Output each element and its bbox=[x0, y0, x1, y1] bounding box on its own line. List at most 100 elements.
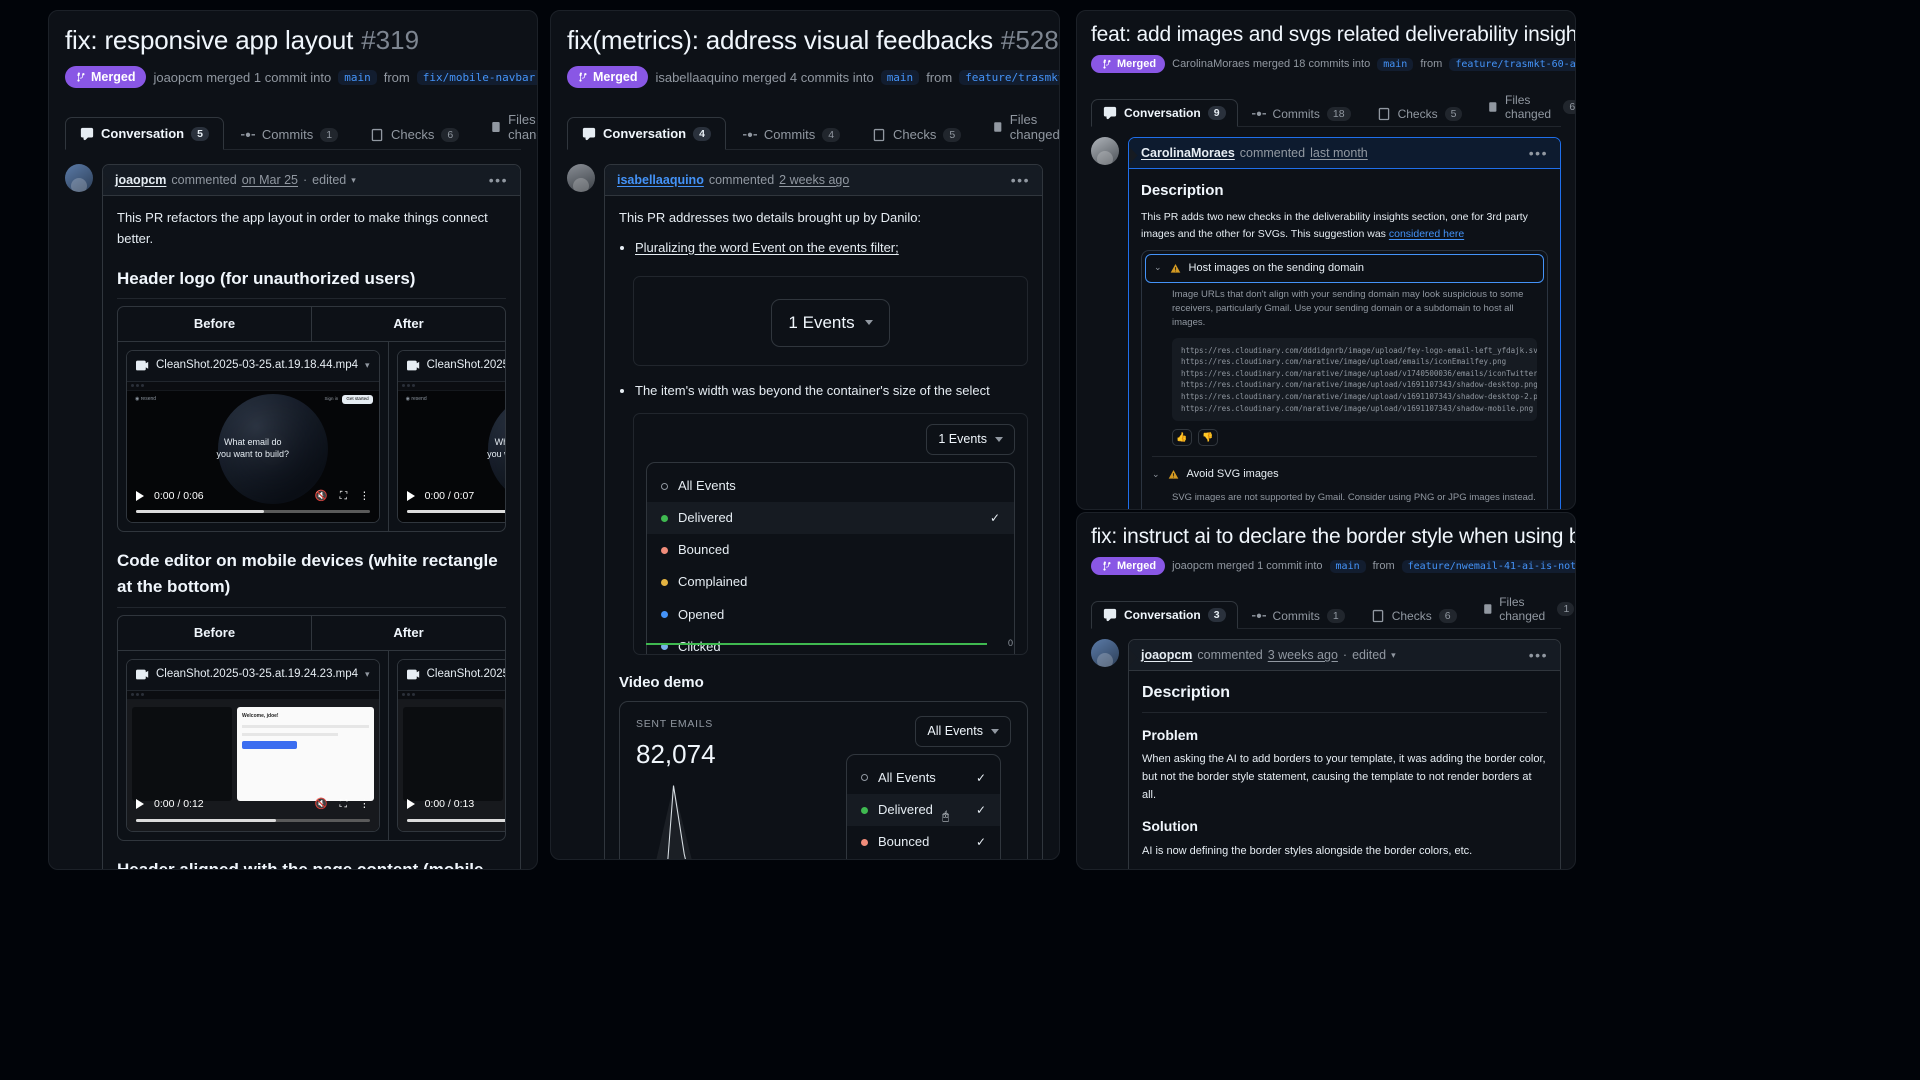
tab-conversation[interactable]: Conversation 4 bbox=[567, 117, 726, 150]
tab-checks[interactable]: Checks 5 bbox=[857, 118, 976, 150]
tab-files-changed[interactable]: Files changed 6 bbox=[1476, 86, 1575, 127]
fullscreen-icon[interactable]: ⛶ bbox=[339, 798, 348, 811]
mute-icon[interactable]: 🔇 bbox=[314, 798, 328, 811]
dropdown-item-complained[interactable]: Complained ✓ bbox=[847, 858, 1000, 859]
video-filename-bar[interactable]: CleanShot.2025-03-25.at.19.24.23.mp4 ▾ bbox=[127, 659, 379, 691]
chevron-down-icon[interactable]: ▾ bbox=[351, 174, 356, 185]
tab-checks[interactable]: Checks 5 bbox=[1365, 100, 1475, 127]
base-branch-chip[interactable]: main bbox=[338, 69, 377, 85]
video-more-icon[interactable]: ⋮ bbox=[359, 798, 370, 811]
avatar[interactable] bbox=[1091, 639, 1119, 667]
chart-events-dropdown[interactable]: All Events ✓ Delivered ✓ 🖰 bbox=[846, 753, 1001, 859]
video-stage[interactable]: Welcome, jdoe! 0: bbox=[127, 690, 379, 831]
events-select-large[interactable]: 1 Events bbox=[771, 298, 890, 347]
chevron-down-icon[interactable]: ⌄ bbox=[1154, 262, 1162, 273]
comment-timestamp[interactable]: 3 weeks ago bbox=[1267, 648, 1338, 662]
video-controls[interactable]: 0:00 / 0:13 🔇 ⛶ ⋮ bbox=[398, 790, 505, 830]
head-branch-chip[interactable]: feature/trasmkt-60-add-images-and-svgs-r… bbox=[1449, 57, 1575, 71]
video-stage[interactable]: ◉ resend What email do you want to build… bbox=[397, 381, 505, 522]
comment-author[interactable]: isabellaaquino bbox=[617, 173, 704, 187]
signin-mini[interactable]: Sign in bbox=[324, 395, 339, 401]
base-branch-chip[interactable]: main bbox=[1377, 57, 1414, 71]
mute-icon[interactable]: 🔇 bbox=[314, 489, 328, 502]
comment-more-icon[interactable]: ••• bbox=[1010, 172, 1030, 188]
dropdown-item-clicked[interactable]: Clicked bbox=[647, 631, 1014, 654]
video-progress[interactable] bbox=[136, 818, 370, 822]
tab-checks[interactable]: Checks 6 bbox=[1359, 602, 1469, 629]
chevron-down-icon[interactable]: ▾ bbox=[365, 360, 370, 371]
tab-commits[interactable]: Commits 18 bbox=[1240, 100, 1363, 127]
base-branch-chip[interactable]: main bbox=[880, 69, 920, 85]
video-filename-bar[interactable]: CleanShot.2025-03-25.at.19.18.44.mp4 ▾ bbox=[127, 351, 379, 382]
comment-author[interactable]: joaopcm bbox=[1141, 648, 1193, 662]
tab-commits[interactable]: Commits 1 bbox=[226, 118, 353, 150]
video-filename-bar[interactable]: CleanShot.2025-03-25.at.19.19.23.mp4 ▾ bbox=[397, 351, 505, 382]
tab-conversation[interactable]: Conversation 5 bbox=[65, 117, 224, 150]
head-branch-chip[interactable]: fix/mobile-navbar-non-authenticated bbox=[416, 69, 537, 85]
video-filename-bar[interactable]: CleanShot.2025-03-25.at.19.24.49.mp4 ▾ bbox=[397, 659, 505, 691]
chevron-down-icon[interactable]: ▾ bbox=[365, 668, 370, 679]
avatar[interactable] bbox=[1091, 137, 1119, 165]
video-stage[interactable]: ◉ resend Sign in Get started What email … bbox=[127, 381, 379, 522]
dropdown-item-all-events[interactable]: All Events bbox=[647, 470, 1014, 502]
base-branch-chip[interactable]: main bbox=[1329, 559, 1366, 573]
thumbs-up-icon[interactable]: 👍 bbox=[1172, 429, 1192, 447]
play-icon[interactable] bbox=[406, 490, 415, 501]
tab-files-changed[interactable]: Files changed 1 bbox=[1471, 588, 1575, 629]
tab-checks[interactable]: Checks 6 bbox=[355, 118, 474, 150]
comment-author[interactable]: joaopcm bbox=[115, 173, 167, 187]
video-controls[interactable]: 0:00 / 0:12 🔇 ⛶ ⋮ bbox=[127, 790, 379, 830]
comment-more-icon[interactable]: ••• bbox=[1528, 145, 1548, 161]
video-player[interactable]: CleanShot.2025-03-25.at.19.18.44.mp4 ▾ ◉… bbox=[126, 350, 380, 523]
dropdown-item-all-events[interactable]: All Events ✓ bbox=[847, 762, 1000, 794]
video-player[interactable]: CleanShot.2025-03-25.at.19.24.49.mp4 ▾ W… bbox=[396, 658, 505, 832]
dropdown-item-delivered[interactable]: Delivered ✓ bbox=[647, 502, 1014, 535]
chevron-down-icon[interactable]: ⌄ bbox=[1152, 468, 1160, 479]
comment-more-icon[interactable]: ••• bbox=[1528, 647, 1548, 663]
video-more-icon[interactable]: ⋮ bbox=[359, 489, 370, 502]
dropdown-item-bounced[interactable]: Bounced bbox=[647, 534, 1014, 566]
video-progress[interactable] bbox=[406, 818, 505, 822]
events-select-small[interactable]: 1 Events bbox=[926, 423, 1015, 456]
video-player[interactable]: CleanShot.2025-03-25.at.19.24.23.mp4 ▾ W… bbox=[126, 658, 380, 832]
comment-edited[interactable]: edited bbox=[1352, 648, 1387, 662]
video-progress[interactable] bbox=[406, 509, 505, 513]
head-branch-chip[interactable]: feature/trasmkt-125-address-design-visua… bbox=[959, 69, 1059, 85]
tab-commits[interactable]: Commits 1 bbox=[1240, 602, 1357, 629]
avatar[interactable] bbox=[567, 164, 595, 192]
considered-here-link[interactable]: considered here bbox=[1388, 227, 1465, 240]
comment-timestamp[interactable]: 2 weeks ago bbox=[779, 173, 850, 187]
dropdown-item-opened[interactable]: Opened bbox=[647, 599, 1014, 631]
comment-timestamp[interactable]: last month bbox=[1310, 146, 1368, 160]
tab-files-changed[interactable]: Files changed 6 bbox=[978, 103, 1059, 150]
insight-header[interactable]: ⌄ Host images on the sending domain bbox=[1145, 253, 1544, 283]
video-player[interactable]: CleanShot.2025-03-25.at.19.19.23.mp4 ▾ ◉… bbox=[396, 350, 505, 523]
chevron-down-icon[interactable]: ▾ bbox=[1391, 649, 1396, 660]
insight-header[interactable]: ⌄ Avoid SVG images bbox=[1142, 457, 1547, 489]
fullscreen-icon[interactable]: ⛶ bbox=[339, 489, 348, 502]
tab-conversation[interactable]: Conversation 3 bbox=[1091, 601, 1238, 629]
video-progress[interactable] bbox=[136, 509, 370, 513]
comment-timestamp[interactable]: on Mar 25 bbox=[241, 173, 298, 187]
thumbs-down-icon[interactable]: 👎 bbox=[1198, 429, 1218, 447]
tab-files-changed[interactable]: Files changed 13 bbox=[476, 103, 537, 150]
play-icon[interactable] bbox=[406, 799, 415, 810]
dropdown-item-complained[interactable]: Complained bbox=[647, 566, 1014, 598]
play-icon[interactable] bbox=[136, 799, 144, 810]
video-controls[interactable]: 0:00 / 0:06 🔇 ⛶ ⋮ bbox=[127, 482, 379, 522]
events-dropdown[interactable]: All Events Delivered ✓ Bounced bbox=[646, 462, 1015, 654]
head-branch-chip[interactable]: feature/nwemail-41-ai-is-not-working-pro… bbox=[1401, 559, 1575, 573]
comment-more-icon[interactable]: ••• bbox=[488, 172, 508, 188]
dropdown-item-bounced[interactable]: Bounced ✓ bbox=[847, 826, 1000, 858]
chart-events-select[interactable]: All Events bbox=[915, 715, 1011, 748]
tab-conversation[interactable]: Conversation 9 bbox=[1091, 99, 1238, 127]
comment-edited[interactable]: edited bbox=[312, 173, 347, 187]
play-icon[interactable] bbox=[136, 490, 144, 501]
getstarted-mini[interactable]: Get started bbox=[342, 394, 373, 404]
tab-commits[interactable]: Commits 4 bbox=[728, 118, 855, 150]
avatar[interactable] bbox=[65, 164, 93, 192]
dropdown-item-delivered[interactable]: Delivered ✓ 🖰 bbox=[847, 794, 1000, 827]
video-stage[interactable]: Welcome, jdoe! 0: bbox=[397, 690, 505, 831]
comment-author[interactable]: CarolinaMoraes bbox=[1141, 146, 1235, 160]
video-controls[interactable]: 0:00 / 0:07 🔇 ⛶ ⋮ bbox=[398, 482, 505, 522]
